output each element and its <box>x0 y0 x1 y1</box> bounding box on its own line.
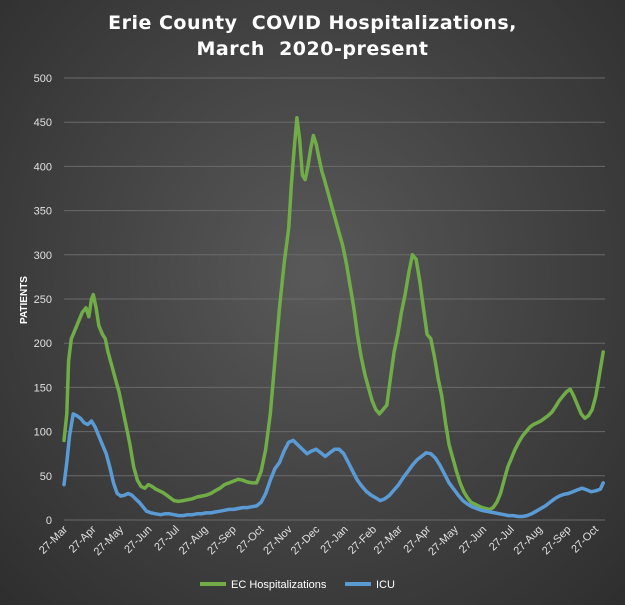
legend-label: ICU <box>376 579 395 591</box>
x-tick-label: 27-Jun <box>122 524 154 556</box>
x-tick-label: 27-May <box>92 523 127 558</box>
x-tick-label: 27-Sep <box>540 524 574 558</box>
x-tick-label: 27-Dec <box>289 523 323 557</box>
series-line-hospitalizations <box>62 116 605 512</box>
x-tick-label: 27-Mar <box>372 523 405 556</box>
y-tick-label: 0 <box>46 515 52 527</box>
gridlines <box>64 77 605 521</box>
x-tick-label: 27-Jun <box>457 524 489 556</box>
y-tick-label: 500 <box>34 73 52 85</box>
y-tick-label: 350 <box>34 206 52 218</box>
legend-label: EC Hospitalizations <box>231 579 327 591</box>
y-tick-label: 100 <box>34 427 52 439</box>
chart-subtitle: March 2020-present <box>196 38 429 60</box>
x-tick-label: 27-May <box>426 523 461 558</box>
x-tick-label: 27-Aug <box>512 524 546 558</box>
y-tick-label: 400 <box>34 161 52 173</box>
series-lines <box>62 116 605 519</box>
x-tick-label: 27-Nov <box>261 523 295 557</box>
x-tick-label: 27-Oct <box>569 524 601 556</box>
y-tick-label: 300 <box>34 250 52 262</box>
y-tick-label: 150 <box>34 382 52 394</box>
x-tick-label: 27-Aug <box>177 524 211 558</box>
x-tick-label: 27-Jan <box>318 524 350 556</box>
x-tick-label: 27-Mar <box>37 523 70 556</box>
series-line-icu <box>62 412 605 519</box>
x-axis-ticks: 27-Mar27-Apr27-May27-Jun27-Jul27-Aug27-S… <box>37 523 601 558</box>
y-tick-label: 50 <box>40 471 52 483</box>
chart-title-block: Erie County COVID Hospitalizations, Marc… <box>0 10 625 62</box>
legend: EC Hospitalizations ICU <box>200 579 395 591</box>
y-axis-label: PATIENTS <box>19 276 30 324</box>
chart-title: Erie County COVID Hospitalizations, <box>108 12 517 34</box>
x-tick-label: 27-Sep <box>205 524 239 558</box>
y-axis-ticks: 0 50 100 150 200 250 300 350 400 450 500 <box>34 73 52 527</box>
y-tick-label: 450 <box>34 117 52 129</box>
y-tick-label: 250 <box>34 294 52 306</box>
x-tick-label: 27-Oct <box>235 524 267 556</box>
y-tick-label: 200 <box>34 338 52 350</box>
